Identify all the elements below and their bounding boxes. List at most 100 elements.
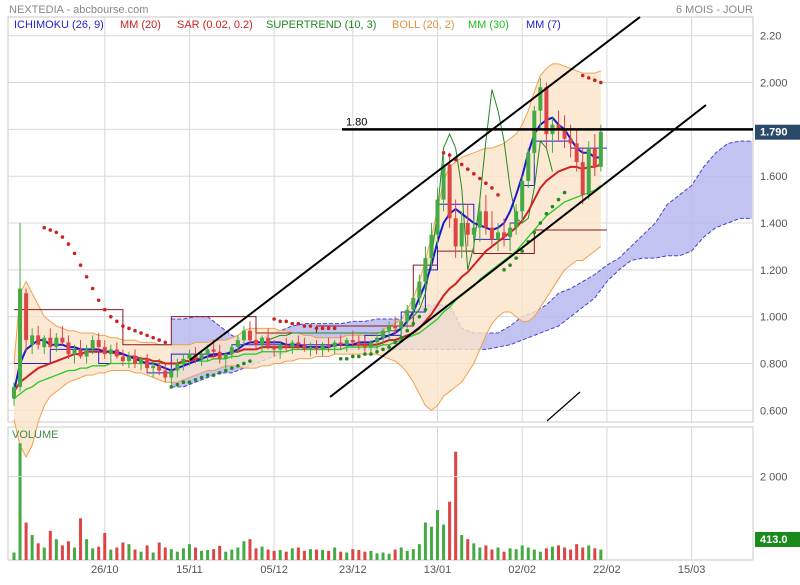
- sar-dot: [442, 151, 446, 155]
- candle-body: [308, 347, 312, 349]
- volume-bar: [327, 551, 330, 560]
- volume-bar: [85, 539, 88, 560]
- volume-bar: [43, 548, 46, 561]
- volume-bar: [418, 544, 421, 560]
- sar-dot: [587, 76, 591, 80]
- sar-dot: [472, 172, 476, 176]
- candle-body: [175, 363, 179, 370]
- volume-bar: [91, 548, 94, 560]
- volume-bar: [248, 539, 251, 560]
- sar-dot: [133, 329, 137, 333]
- candle-body: [73, 349, 77, 354]
- sar-dot: [327, 327, 331, 331]
- sar-dot: [55, 231, 59, 235]
- chart-title: NEXTEDIA - abcbourse.com: [9, 4, 148, 16]
- candle-body: [496, 232, 500, 239]
- sar-dot: [230, 366, 234, 370]
- volume-bar: [388, 554, 391, 560]
- candle-body: [490, 228, 494, 240]
- volume-bar: [13, 553, 16, 561]
- candle-body: [103, 347, 107, 354]
- sar-dot: [514, 256, 518, 260]
- volume-bar: [527, 548, 530, 561]
- sar-dot: [212, 373, 216, 377]
- candle-body: [448, 164, 452, 218]
- sar-dot: [121, 324, 125, 328]
- candle-body: [442, 164, 446, 199]
- candle-body: [339, 342, 343, 344]
- candle-body: [242, 331, 246, 340]
- volume-bar: [515, 549, 518, 560]
- candle-body: [423, 258, 427, 281]
- candle-body: [563, 129, 567, 138]
- sar-dot: [242, 362, 246, 366]
- sar-dot: [182, 380, 186, 384]
- sar-dot: [297, 322, 301, 326]
- sar-dot: [272, 317, 276, 321]
- sar-dot: [79, 263, 83, 267]
- candle-body: [218, 352, 222, 359]
- candle-body: [436, 200, 440, 235]
- volume-bar: [212, 549, 215, 560]
- volume-bar: [242, 541, 245, 560]
- candle-body: [109, 349, 113, 354]
- sar-dot: [545, 212, 549, 216]
- volume-bar: [279, 550, 282, 560]
- sar-dot: [508, 263, 512, 267]
- volume-bar: [140, 552, 143, 560]
- price-tick-label: 0.600: [760, 405, 788, 417]
- volume-bar: [297, 548, 300, 561]
- last-price-text: 1.790: [760, 127, 788, 139]
- volume-bar: [478, 548, 481, 561]
- sar-dot: [502, 268, 506, 272]
- volume-bar: [575, 544, 578, 560]
- candle-body: [454, 218, 458, 246]
- candle-body: [254, 340, 258, 345]
- candle-body: [145, 359, 149, 368]
- volume-bar: [363, 552, 366, 560]
- candle-body: [327, 345, 331, 347]
- sar-dot: [315, 327, 319, 331]
- volume-bar: [551, 547, 554, 560]
- volume-bar: [200, 551, 203, 560]
- legend-mm20: MM (20): [120, 19, 161, 31]
- sar-dot: [236, 364, 240, 368]
- candle-body: [375, 338, 379, 343]
- volume-bar: [394, 550, 397, 560]
- sar-dot: [139, 331, 143, 335]
- sar-dot: [551, 205, 555, 209]
- sar-dot: [127, 327, 131, 331]
- candle-body: [272, 347, 276, 349]
- sar-dot: [405, 329, 409, 333]
- volume-bar: [448, 502, 451, 560]
- candle-body: [351, 340, 355, 342]
- volume-bar: [339, 552, 342, 560]
- volume-bar: [267, 550, 270, 560]
- sar-dot: [418, 315, 422, 319]
- candle-body: [569, 139, 573, 144]
- candle-body: [302, 345, 306, 350]
- volume-bar: [376, 553, 379, 560]
- candle-body: [181, 359, 185, 364]
- sar-dot: [399, 336, 403, 340]
- volume-bar: [224, 552, 227, 560]
- volume-bar: [593, 548, 596, 560]
- price-tick-label: 2.20: [760, 31, 781, 43]
- volume-bar: [315, 550, 318, 560]
- candle-body: [399, 321, 403, 328]
- candle-body: [478, 211, 482, 227]
- sar-dot: [448, 153, 452, 157]
- volume-bar: [218, 546, 221, 560]
- candle-body: [36, 335, 40, 344]
- volume-bar: [460, 535, 463, 560]
- sar-dot: [357, 355, 361, 359]
- date-tick-label: 15/11: [176, 564, 203, 576]
- candle-body: [417, 282, 421, 298]
- volume-bar: [382, 553, 385, 561]
- candle-body: [24, 293, 28, 340]
- candle-body: [200, 354, 204, 359]
- candle-body: [248, 331, 252, 340]
- volume-bar: [79, 518, 82, 560]
- volume-bar: [545, 548, 548, 560]
- candle-body: [224, 354, 228, 359]
